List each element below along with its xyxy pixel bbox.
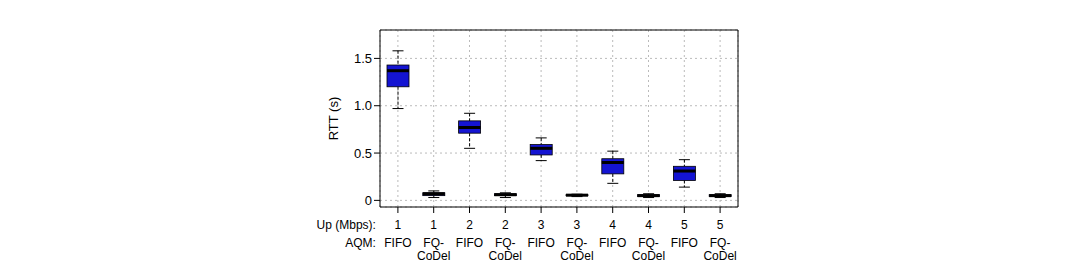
svg-text:1: 1 xyxy=(430,218,437,232)
svg-text:Up (Mbps):: Up (Mbps): xyxy=(317,218,376,232)
svg-text:CoDel: CoDel xyxy=(560,249,593,263)
svg-text:FQ-: FQ- xyxy=(495,236,516,250)
svg-text:FIFO: FIFO xyxy=(599,236,626,250)
svg-text:3: 3 xyxy=(538,218,545,232)
svg-text:FQ-: FQ- xyxy=(567,236,588,250)
svg-text:1.5: 1.5 xyxy=(354,51,372,66)
svg-text:0: 0 xyxy=(365,193,372,208)
svg-text:5: 5 xyxy=(717,218,724,232)
svg-text:FIFO: FIFO xyxy=(384,236,411,250)
svg-text:FIFO: FIFO xyxy=(456,236,483,250)
svg-text:4: 4 xyxy=(609,218,616,232)
svg-text:AQM:: AQM: xyxy=(345,236,376,250)
svg-text:FQ-: FQ- xyxy=(710,236,731,250)
svg-text:0.5: 0.5 xyxy=(354,146,372,161)
svg-text:2: 2 xyxy=(502,218,509,232)
svg-text:3: 3 xyxy=(574,218,581,232)
svg-text:FQ-: FQ- xyxy=(638,236,659,250)
svg-text:FIFO: FIFO xyxy=(527,236,554,250)
svg-text:5: 5 xyxy=(681,218,688,232)
svg-text:2: 2 xyxy=(466,218,473,232)
svg-text:CoDel: CoDel xyxy=(632,249,665,263)
svg-text:CoDel: CoDel xyxy=(489,249,522,263)
svg-text:RTT (s): RTT (s) xyxy=(326,97,341,141)
svg-text:1: 1 xyxy=(395,218,402,232)
svg-text:1.0: 1.0 xyxy=(354,98,372,113)
svg-text:CoDel: CoDel xyxy=(703,249,736,263)
svg-text:FQ-: FQ- xyxy=(423,236,444,250)
svg-text:FIFO: FIFO xyxy=(671,236,698,250)
svg-text:4: 4 xyxy=(645,218,652,232)
svg-text:CoDel: CoDel xyxy=(417,249,450,263)
